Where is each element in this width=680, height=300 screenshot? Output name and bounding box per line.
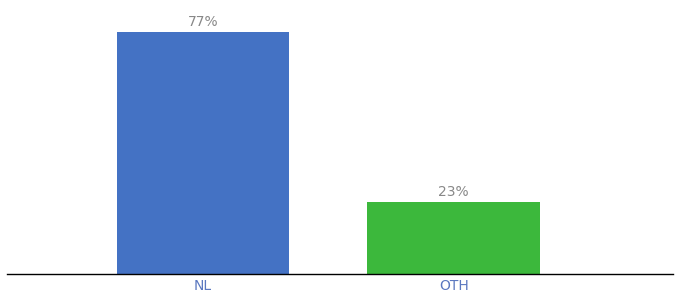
Text: 23%: 23%: [439, 185, 469, 199]
Text: 77%: 77%: [188, 15, 218, 29]
Bar: [117, 32, 289, 274]
Bar: [367, 202, 540, 274]
